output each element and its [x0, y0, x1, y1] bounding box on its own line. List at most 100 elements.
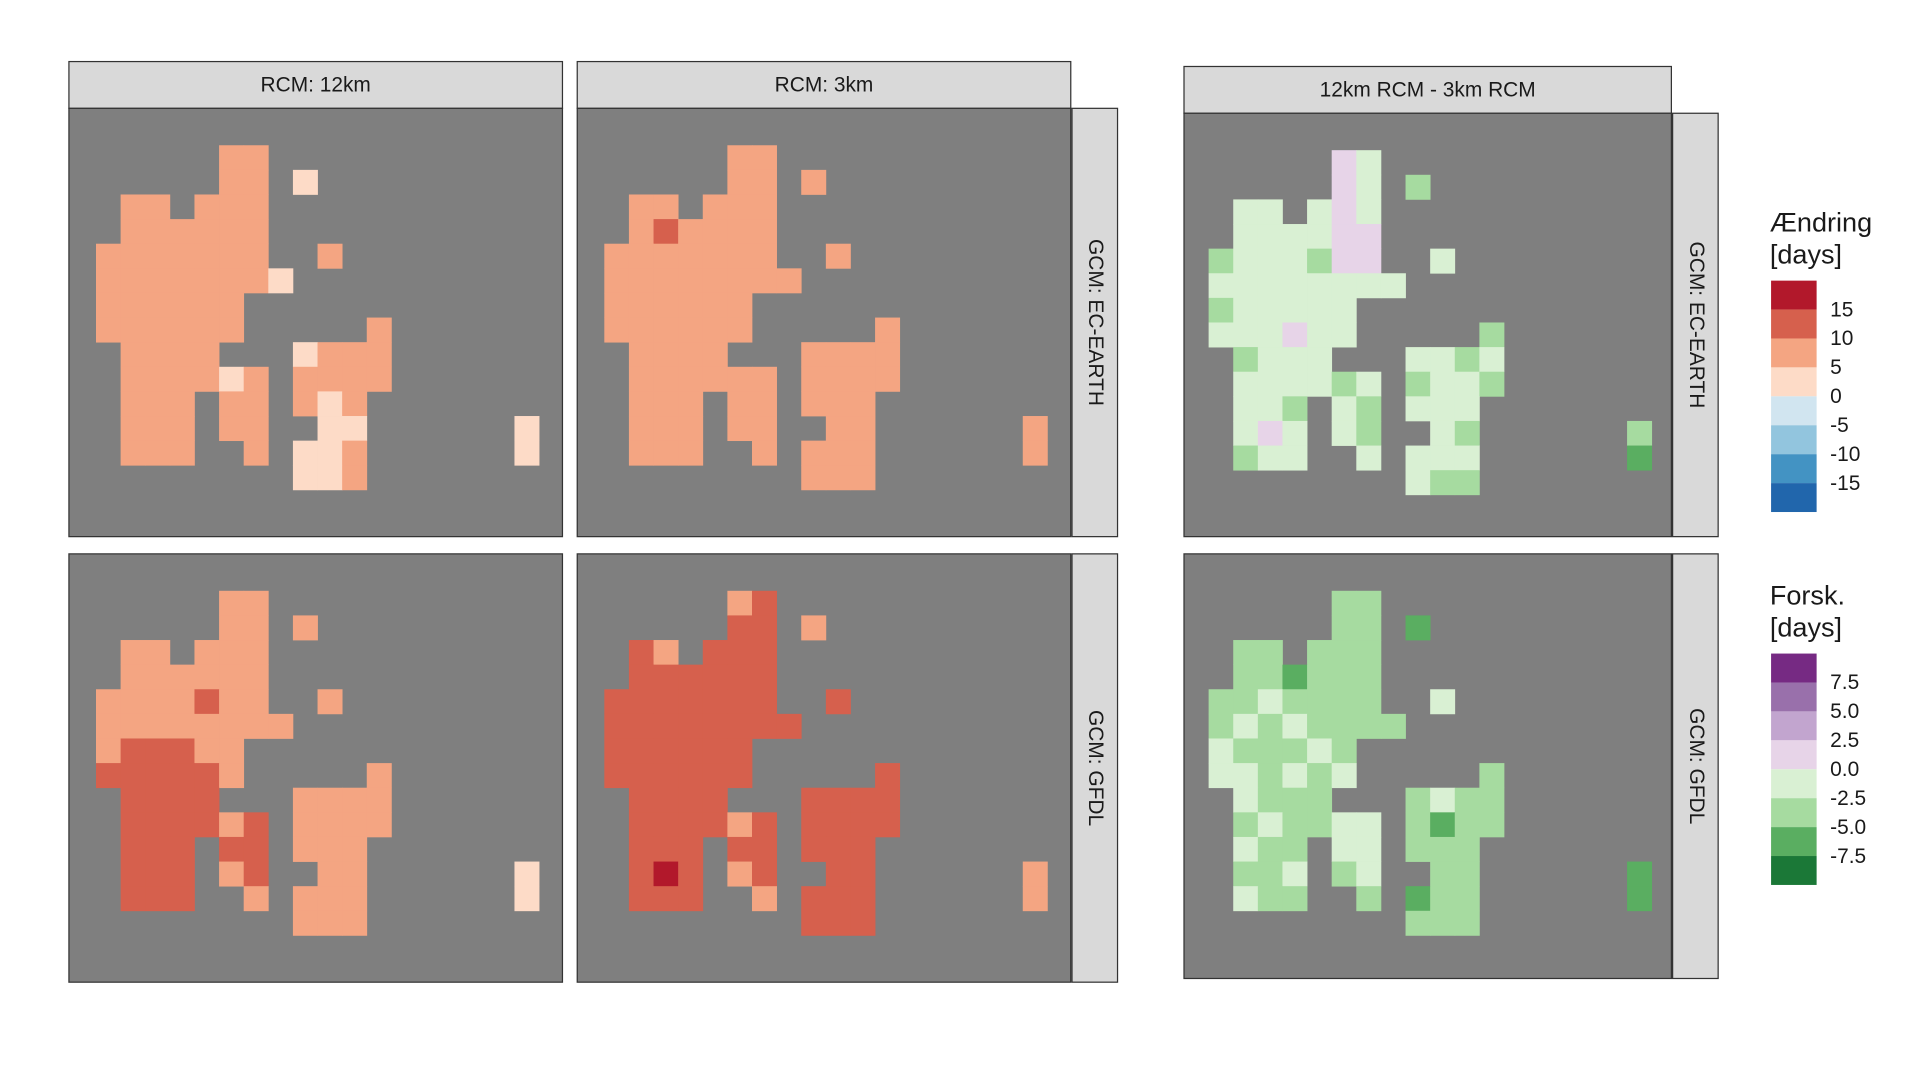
- raster-cell: [752, 640, 777, 666]
- raster-cell: [825, 416, 851, 442]
- raster-cell: [514, 440, 540, 466]
- raster-cell: [292, 886, 318, 912]
- raster-cell: [1307, 738, 1333, 764]
- strip-text: RCM: 12km: [261, 74, 371, 97]
- raster-cell: [653, 836, 679, 862]
- raster-cell: [825, 861, 851, 887]
- raster-cell: [1022, 416, 1048, 442]
- raster-cell: [194, 640, 220, 666]
- raster-cell: [628, 763, 654, 789]
- raster-cell: [169, 713, 195, 739]
- raster-cell: [776, 713, 802, 739]
- strip-text: RCM: 3km: [775, 74, 874, 97]
- raster-cell: [875, 812, 901, 838]
- raster-cell: [169, 391, 195, 417]
- raster-cell: [145, 219, 171, 245]
- raster-cell: [1430, 347, 1456, 373]
- raster-cell: [702, 664, 728, 690]
- raster-cell: [1257, 371, 1283, 397]
- raster-cell: [120, 219, 146, 245]
- raster-cell: [219, 713, 245, 739]
- raster-cell: [1257, 347, 1283, 373]
- raster-cell: [169, 787, 195, 813]
- raster-cell: [1282, 738, 1308, 764]
- raster-cell: [825, 689, 851, 715]
- raster-cell: [1257, 199, 1283, 225]
- raster-cell: [702, 243, 728, 269]
- raster-cell: [1208, 248, 1234, 274]
- raster-cell: [752, 416, 777, 442]
- raster-cell: [219, 219, 245, 245]
- raster-cell: [752, 615, 777, 641]
- raster-cell: [1282, 224, 1308, 250]
- raster-cell: [96, 763, 121, 789]
- raster-cell: [120, 391, 146, 417]
- raster-cell: [727, 836, 753, 862]
- raster-cell: [219, 590, 245, 616]
- raster-cell: [1454, 445, 1480, 471]
- raster-cell: [1356, 174, 1382, 200]
- raster-cell: [194, 738, 220, 764]
- raster-cell: [1405, 174, 1431, 200]
- legend-label: 0.0: [1830, 758, 1859, 781]
- raster-cell: [1282, 689, 1308, 715]
- raster-cell: [1405, 886, 1431, 912]
- raster-cell: [628, 366, 654, 392]
- raster-cell: [702, 640, 728, 666]
- raster-cell: [120, 194, 146, 220]
- raster-cell: [1233, 689, 1259, 715]
- raster-cell: [1307, 640, 1333, 666]
- legend-label: -2.5: [1830, 787, 1866, 810]
- raster-cell: [219, 763, 245, 789]
- raster-cell: [1257, 322, 1283, 348]
- raster-cell: [145, 391, 171, 417]
- raster-cell: [653, 787, 679, 813]
- raster-cell: [702, 366, 728, 392]
- raster-cell: [219, 317, 245, 343]
- raster-cell: [145, 738, 171, 764]
- raster-cell: [219, 416, 245, 442]
- raster-cell: [850, 440, 876, 466]
- raster-cell: [169, 219, 195, 245]
- raster-cell: [145, 317, 171, 343]
- raster-cell: [604, 317, 630, 343]
- raster-cell: [219, 366, 245, 392]
- raster-cell: [1208, 763, 1234, 789]
- raster-cell: [342, 416, 368, 442]
- raster-cell: [727, 194, 753, 220]
- raster-cell: [1331, 836, 1357, 862]
- raster-cell: [1307, 787, 1333, 813]
- raster-cell: [292, 169, 318, 195]
- raster-cell: [653, 268, 679, 294]
- raster-cell: [1257, 812, 1283, 838]
- raster-cell: [317, 465, 343, 491]
- raster-cell: [1331, 297, 1357, 323]
- raster-cell: [268, 713, 294, 739]
- raster-cell: [1257, 297, 1283, 323]
- raster-cell: [752, 391, 777, 417]
- raster-cell: [145, 640, 171, 666]
- raster-cell: [194, 292, 220, 318]
- raster-cell: [342, 836, 368, 862]
- raster-cell: [628, 812, 654, 838]
- raster-cell: [1331, 812, 1357, 838]
- legend-label: -15: [1830, 472, 1860, 495]
- strip-text: GCM: GFDL: [1685, 708, 1708, 824]
- raster-cell: [292, 440, 318, 466]
- raster-cell: [678, 836, 704, 862]
- raster-cell: [653, 317, 679, 343]
- raster-cell: [169, 689, 195, 715]
- raster-cell: [1405, 470, 1431, 496]
- raster-cell: [727, 169, 753, 195]
- raster-cell: [850, 836, 876, 862]
- raster-cell: [120, 763, 146, 789]
- strip: [1071, 107, 1119, 538]
- raster-cell: [366, 812, 392, 838]
- raster-cell: [1405, 787, 1431, 813]
- raster-cell: [1356, 224, 1382, 250]
- raster-cell: [145, 416, 171, 442]
- raster-cell: [752, 886, 777, 912]
- raster-cell: [628, 738, 654, 764]
- raster-cell: [1356, 713, 1382, 739]
- raster-cell: [1479, 347, 1505, 373]
